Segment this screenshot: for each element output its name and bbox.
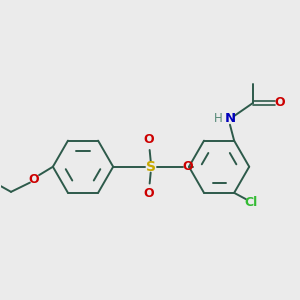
Text: O: O	[182, 160, 193, 173]
Text: S: S	[146, 160, 156, 174]
Text: H: H	[214, 112, 222, 125]
Text: O: O	[29, 173, 39, 186]
Text: O: O	[274, 97, 285, 110]
Text: O: O	[144, 187, 154, 200]
Text: Cl: Cl	[244, 196, 257, 208]
Text: N: N	[224, 112, 236, 125]
Text: O: O	[144, 134, 154, 146]
